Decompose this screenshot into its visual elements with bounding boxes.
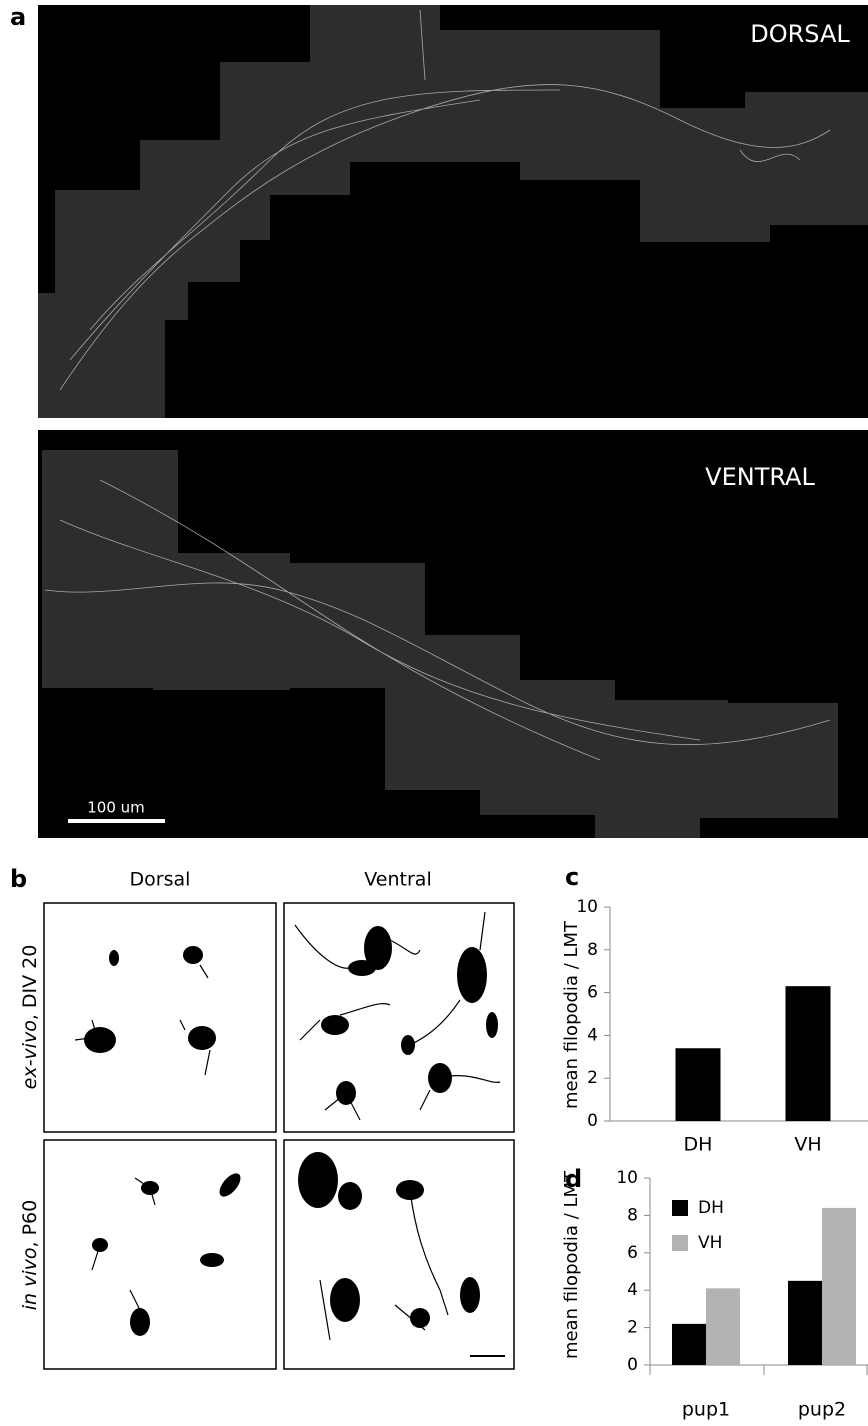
y-tick-label: 6 (627, 1243, 638, 1263)
row-label-rest: , P60 (19, 1200, 41, 1248)
cell-box (284, 903, 514, 1132)
y-axis-label: mean filopodia / LMT (561, 1170, 582, 1359)
y-tick-label: 2 (627, 1318, 638, 1338)
column-label: Dorsal (130, 869, 191, 891)
y-tick-label: 6 (587, 983, 598, 1003)
column-label: Ventral (364, 869, 431, 891)
y-tick-label: 8 (587, 940, 598, 960)
image-label: DORSAL (750, 20, 850, 48)
y-tick-label: 4 (627, 1280, 638, 1300)
y-tick-label: 0 (587, 1111, 598, 1131)
y-tick-label: 10 (576, 897, 598, 917)
row-label-rest: , DIV 20 (19, 945, 41, 1021)
x-tick-label: pup1 (682, 1399, 730, 1421)
bar (676, 1048, 721, 1121)
y-tick-label: 8 (627, 1205, 638, 1225)
panel-label: b (10, 865, 27, 893)
y-tick-label: 0 (627, 1355, 638, 1375)
row-label-italic: ex-vivo (19, 1020, 41, 1089)
scale-bar-label: 100 um (87, 799, 145, 817)
panel-label: c (565, 863, 579, 891)
row-label: in vivo, P60 (19, 1200, 41, 1310)
legend-label: VH (698, 1233, 722, 1253)
bar (706, 1288, 740, 1365)
figure: a DORSAL VENTRAL 100 um b Dorsal Ventral… (0, 0, 868, 1426)
y-tick-label: 4 (587, 1025, 598, 1045)
legend-label: DH (698, 1198, 724, 1218)
legend-swatch (672, 1200, 688, 1216)
x-tick-label: VH (794, 1134, 821, 1156)
y-axis-label: mean filopodia / LMT (561, 920, 582, 1109)
cell-box (44, 903, 276, 1132)
bar (788, 1281, 822, 1365)
legend-swatch (672, 1235, 688, 1251)
cell-tracings (75, 912, 505, 1356)
row-label: ex-vivo, DIV 20 (19, 945, 41, 1090)
cell-box (44, 1140, 276, 1369)
row-label-italic: in vivo (19, 1247, 41, 1310)
y-tick-label: 2 (587, 1068, 598, 1088)
x-tick-label: DH (684, 1134, 713, 1156)
image-label: VENTRAL (705, 463, 815, 491)
x-tick-label: pup2 (798, 1399, 846, 1421)
bar (822, 1208, 856, 1365)
y-tick-label: 10 (616, 1168, 638, 1188)
bar (786, 986, 831, 1121)
panel-label: a (10, 3, 26, 31)
bar (672, 1324, 706, 1365)
